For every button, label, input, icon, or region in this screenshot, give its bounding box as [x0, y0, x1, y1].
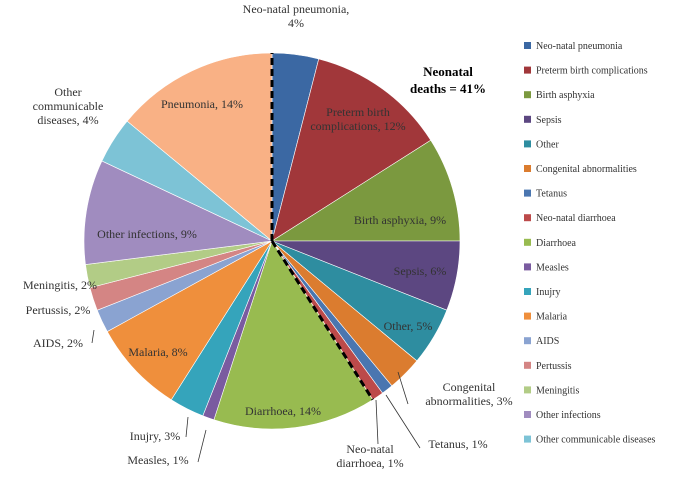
legend-label: Preterm birth complications	[536, 66, 648, 77]
slice-birth-asphyxia	[270, 139, 461, 242]
legend-swatch	[524, 312, 531, 320]
legend-swatch	[524, 263, 531, 271]
legend-swatch	[524, 238, 531, 246]
legend-swatch	[524, 91, 531, 99]
slice-other-infections	[83, 160, 274, 265]
slice-preterm-birth-complications	[271, 58, 432, 242]
slice-labels: Neo-natal pneumonia, 4% Preterm birth compl…	[23, 2, 513, 470]
slice-label-inujry: Inujry, 3%	[130, 429, 181, 443]
legend-swatch	[524, 288, 531, 295]
slice-label-diarrhoea: Diarrhoea, 14%	[245, 404, 321, 418]
legend-swatch	[524, 386, 531, 394]
legend-swatch	[524, 42, 531, 49]
neonatal-annotation: Neonatal deaths = 41%	[410, 64, 486, 96]
leader-line-tetanus	[385, 394, 421, 449]
slice-pneumonia	[126, 52, 273, 242]
legend-swatch	[524, 115, 531, 123]
slice-diarrhoea	[213, 240, 374, 430]
slice-label-pneumonia: Pneumonia, 14%	[161, 97, 243, 111]
leader-line-congenital-abnormalities	[397, 371, 409, 405]
legend-swatch	[524, 411, 531, 418]
slice-malaria	[106, 240, 273, 401]
slice-label-measles: Measles, 1%	[127, 453, 188, 467]
legend-label: Neo-natal pneumonia	[536, 41, 623, 52]
neonatal-divider-line	[270, 240, 375, 401]
legend-label: Other	[536, 139, 559, 150]
legend-label: Sepsis	[536, 115, 562, 126]
legend-swatch	[524, 214, 531, 222]
slice-label-other-infections: Other infections, 9%	[97, 227, 197, 241]
legend-swatch	[524, 165, 531, 172]
leader-lines	[91, 329, 421, 463]
legend-label: Birth asphyxia	[536, 90, 595, 101]
slice-label-tetanus: Tetanus, 1%	[428, 437, 487, 451]
slice-label-pertussis: Pertussis, 2%	[26, 303, 91, 317]
slice-label-preterm-birth-complications: Preterm birth complications, 12%	[310, 105, 405, 133]
slice-label-congenital-abnormalities: Congenital abnormalities, 3%	[425, 380, 512, 408]
legend-label: Other infections	[536, 410, 601, 421]
slice-label-other: Other, 5%	[384, 319, 433, 333]
slice-label-malaria: Malaria, 8%	[128, 345, 187, 359]
leader-line-aids	[91, 329, 95, 344]
legend: Neo-natal pneumonia Preterm birth complic…	[524, 41, 656, 446]
slice-label-aids: AIDS, 2%	[33, 336, 83, 350]
legend-label: Tetanus	[536, 189, 567, 200]
legend-swatch	[524, 140, 531, 148]
legend-label: Congenital abnormalities	[536, 164, 637, 175]
legend-label: AIDS	[536, 336, 559, 347]
slice-label-birth-asphyxia: Birth asphyxia, 9%	[354, 213, 446, 227]
slice-label-other-communicable-diseases: Other communicable diseases, 4%	[33, 85, 104, 127]
neonatal-divider	[270, 53, 375, 401]
legend-label: Diarrhoea	[536, 238, 577, 249]
slice-label-neo-natal-pneumonia: Neo-natal pneumonia, 4%	[243, 2, 350, 30]
pie-slices	[83, 52, 461, 430]
slice-label-meningitis: Meningitis, 2%	[23, 278, 97, 292]
slice-label-neo-natal-diarrhoea: Neo-natal diarrhoea, 1%	[336, 442, 403, 470]
legend-label: Neo-natal diarrhoea	[536, 213, 616, 224]
slice-label-sepsis: Sepsis, 6%	[394, 264, 447, 278]
leader-line-measles	[197, 429, 207, 463]
legend-swatch	[524, 189, 531, 197]
legend-label: Other communicable diseases	[536, 435, 656, 446]
legend-swatch	[524, 337, 531, 345]
legend-swatch	[524, 361, 531, 369]
leader-line-neo-natal-diarrhoea	[375, 399, 379, 445]
legend-label: Measles	[536, 262, 569, 273]
legend-label: Pertussis	[536, 361, 572, 372]
leader-line-inujry	[185, 416, 189, 438]
legend-label: Malaria	[536, 312, 568, 323]
legend-label: Meningitis	[536, 385, 579, 396]
legend-label: Inujry	[536, 287, 560, 298]
legend-swatch	[524, 66, 531, 74]
legend-swatch	[524, 435, 531, 443]
